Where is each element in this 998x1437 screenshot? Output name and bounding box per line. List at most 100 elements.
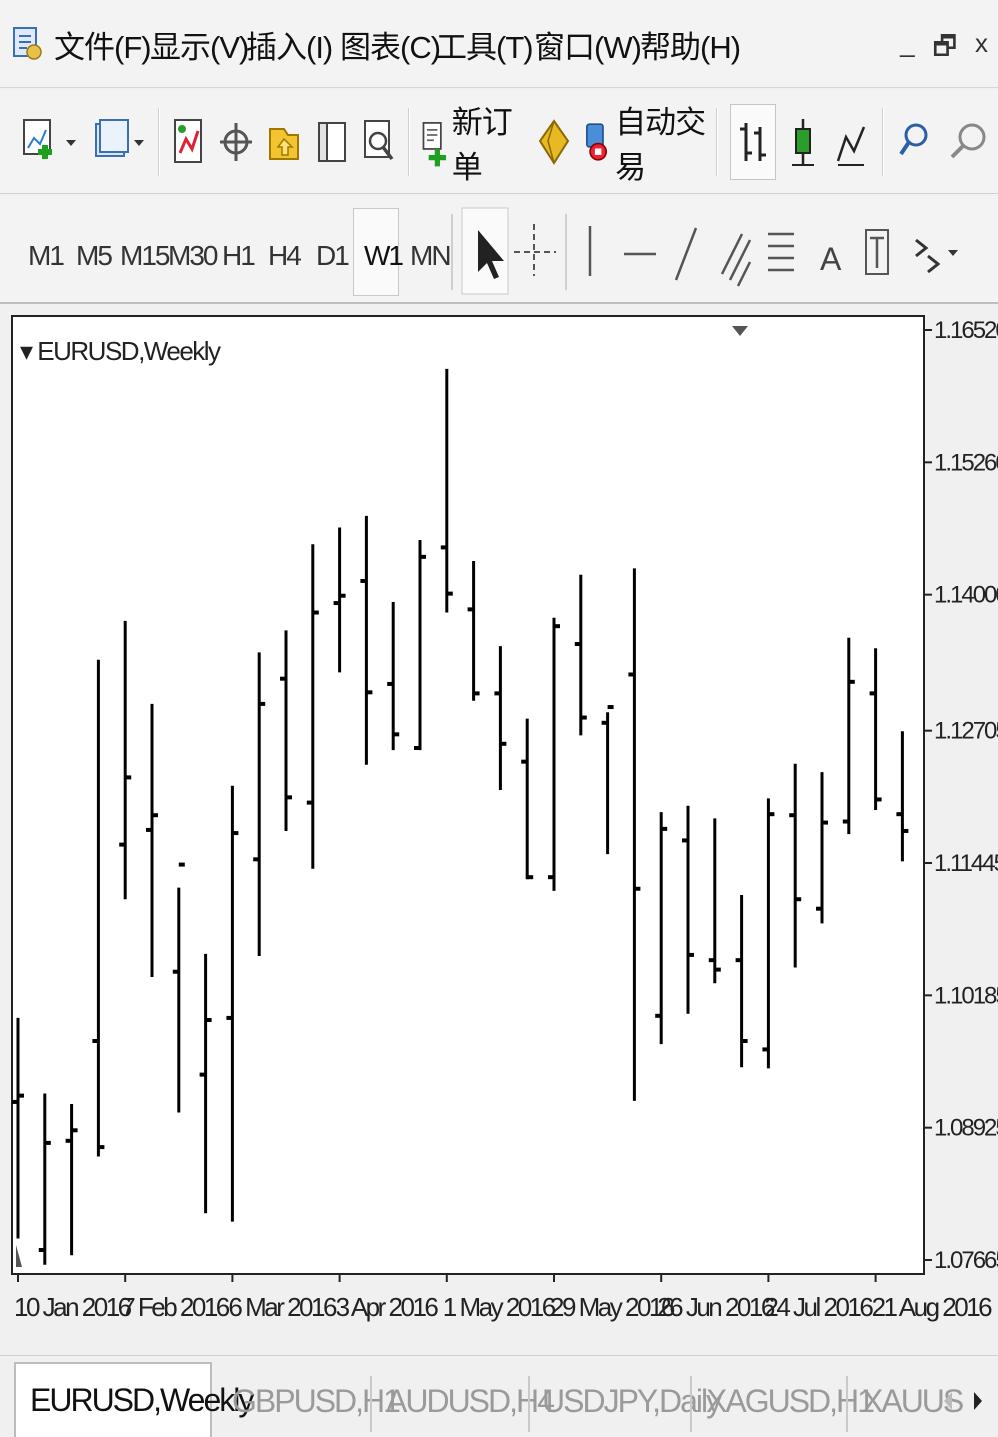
metaeditor-button[interactable]: [534, 104, 574, 180]
timeframe-m30[interactable]: M30: [168, 240, 218, 271]
tab-usdjpy-daily[interactable]: USDJPY,Daily: [542, 1366, 722, 1436]
ohlc-bar: [601, 705, 614, 855]
tab-audusd-h4[interactable]: AUDUSD,H4: [386, 1366, 555, 1436]
ohlc-bar: [65, 1104, 78, 1256]
zoom-in-icon: [899, 123, 928, 156]
ohlc-bar: [172, 862, 185, 1113]
timeframe-m15[interactable]: M15: [120, 240, 170, 271]
toolbar-separator: [158, 108, 160, 176]
y-axis-label: 1.07665: [934, 1247, 998, 1274]
ohlc-bar: [146, 703, 158, 977]
menu-help[interactable]: 帮助(H): [640, 30, 741, 65]
menu-charts[interactable]: 图表(C): [340, 30, 441, 65]
timeframe-h1[interactable]: H1: [222, 240, 256, 271]
terminal-window-icon: [318, 122, 346, 162]
trendline-icon[interactable]: [674, 227, 698, 281]
text-label-icon[interactable]: [865, 229, 889, 275]
auto-trading-button[interactable]: 自动交易: [582, 104, 712, 185]
crosshair-target-icon: [220, 123, 252, 161]
line-chart-icon: [836, 126, 866, 166]
close-icon[interactable]: x: [975, 28, 988, 58]
ohlc-bar: [333, 527, 346, 673]
crosshair-icon[interactable]: [514, 224, 556, 276]
fibonacci-icon[interactable]: [768, 232, 794, 272]
timeframe-m1[interactable]: M1: [28, 240, 65, 271]
collapse-triangle-icon[interactable]: ▾: [20, 336, 38, 366]
candlestick-chart-button[interactable]: [782, 104, 824, 180]
menu-file[interactable]: 文件(F): [54, 30, 152, 65]
ohlc-bar: [92, 659, 105, 1157]
menu-bar: 文件(F) 显示(V) 插入(I) 图表(C) 工具(T) 窗口(W) 帮助(H…: [0, 0, 998, 88]
ohlc-bar: [708, 818, 721, 984]
zoom-in-button[interactable]: [894, 104, 936, 180]
ohlc-bar: [682, 805, 694, 1014]
timeframe-m5[interactable]: M5: [76, 240, 113, 271]
tab-scroll-arrows[interactable]: [938, 1384, 988, 1418]
market-watch-button[interactable]: [168, 104, 208, 180]
ohlc-bar: [253, 652, 266, 956]
standard-toolbar: 新订单 自动交易: [0, 90, 998, 194]
ohlc-bar: [655, 812, 668, 1045]
zoom-out-button[interactable]: [942, 104, 990, 180]
zoom-out-icon: [950, 123, 986, 159]
chart-bottom-marker: [16, 1245, 22, 1267]
timeframe-w1[interactable]: W1: [364, 240, 404, 271]
timeframe-h4[interactable]: H4: [268, 240, 302, 271]
menu-view[interactable]: 显示(V): [150, 30, 249, 65]
cursor-icon[interactable]: [478, 230, 504, 279]
minimize-icon[interactable]: _: [900, 28, 915, 58]
ohlc-bar: [628, 568, 641, 1101]
strategy-tester-icon: [364, 120, 394, 161]
menu-insert[interactable]: 插入(I): [246, 30, 333, 65]
x-axis-label: 26 Jun 2016: [657, 1292, 775, 1322]
bar-chart-button[interactable]: [730, 104, 776, 180]
terminal-button[interactable]: [312, 104, 352, 180]
new-order-button[interactable]: 新订单: [420, 104, 530, 185]
x-axis-label: 3 Apr 2016: [336, 1292, 439, 1322]
y-axis-label: 1.11445: [934, 850, 998, 877]
app-icon[interactable]: [10, 22, 44, 62]
menu-tools[interactable]: 工具(T): [436, 30, 534, 65]
ohlc-chart[interactable]: 1.07665 1.08925 1.10185 1.11445 1.12705 1.140…: [8, 310, 998, 1355]
restore-icon[interactable]: 🗗: [932, 31, 957, 61]
ohlc-bar: [414, 540, 426, 751]
strategy-tester-button[interactable]: [358, 104, 398, 180]
bar-chart-icon: [740, 123, 766, 161]
arrows-icon[interactable]: [915, 238, 958, 274]
ohlc-bar: [12, 1017, 24, 1239]
y-axis-label: 1.14000: [934, 582, 998, 609]
scroll-right-icon[interactable]: [974, 1392, 982, 1410]
tab-eurusd-weekly[interactable]: EURUSD,Weekly: [14, 1362, 254, 1437]
chart-symbol-label: ▾ EURUSD,Weekly: [20, 336, 221, 367]
timeframe-mn[interactable]: MN: [410, 240, 452, 271]
navigator-button[interactable]: [264, 104, 304, 180]
ohlc-bar: [494, 646, 507, 791]
ohlc-bar: [896, 731, 909, 862]
line-chart-button[interactable]: [830, 104, 872, 180]
scroll-left-icon[interactable]: [944, 1392, 952, 1410]
menu-window[interactable]: 窗口(W): [534, 30, 642, 65]
new-order-label: 新订单: [451, 105, 513, 185]
profiles-button[interactable]: [90, 104, 152, 180]
ohlc-bar: [306, 544, 319, 869]
chart-window[interactable]: 1.07665 1.08925 1.10185 1.11445 1.12705 1.140…: [8, 310, 998, 1355]
ohlc-bar: [199, 953, 212, 1214]
timeframe-d1[interactable]: D1: [316, 240, 350, 271]
new-chart-button[interactable]: [18, 104, 84, 180]
ohlc-bar: [789, 763, 802, 968]
ohlc-bar: [521, 718, 534, 880]
navigator-icon: [269, 128, 299, 160]
x-axis-label: 21 Aug 2016: [872, 1292, 993, 1322]
text-tool-icon[interactable]: A: [820, 241, 842, 277]
tab-separator: [528, 1376, 530, 1432]
data-window-button[interactable]: [216, 104, 256, 180]
metaeditor-icon: [538, 119, 570, 165]
equidistant-channel-icon[interactable]: [720, 233, 752, 287]
drawing-tools: A: [451, 207, 958, 295]
tab-gbpusd-h1[interactable]: GBPUSD,H1: [232, 1366, 401, 1436]
y-axis-label: 1.08925: [934, 1115, 998, 1142]
chart-shift-marker[interactable]: [732, 326, 748, 336]
y-axis-label: 1.16520: [934, 317, 998, 344]
x-axis-label: 24 Jul 2016: [764, 1292, 873, 1322]
toolbar-separator: [716, 108, 718, 176]
